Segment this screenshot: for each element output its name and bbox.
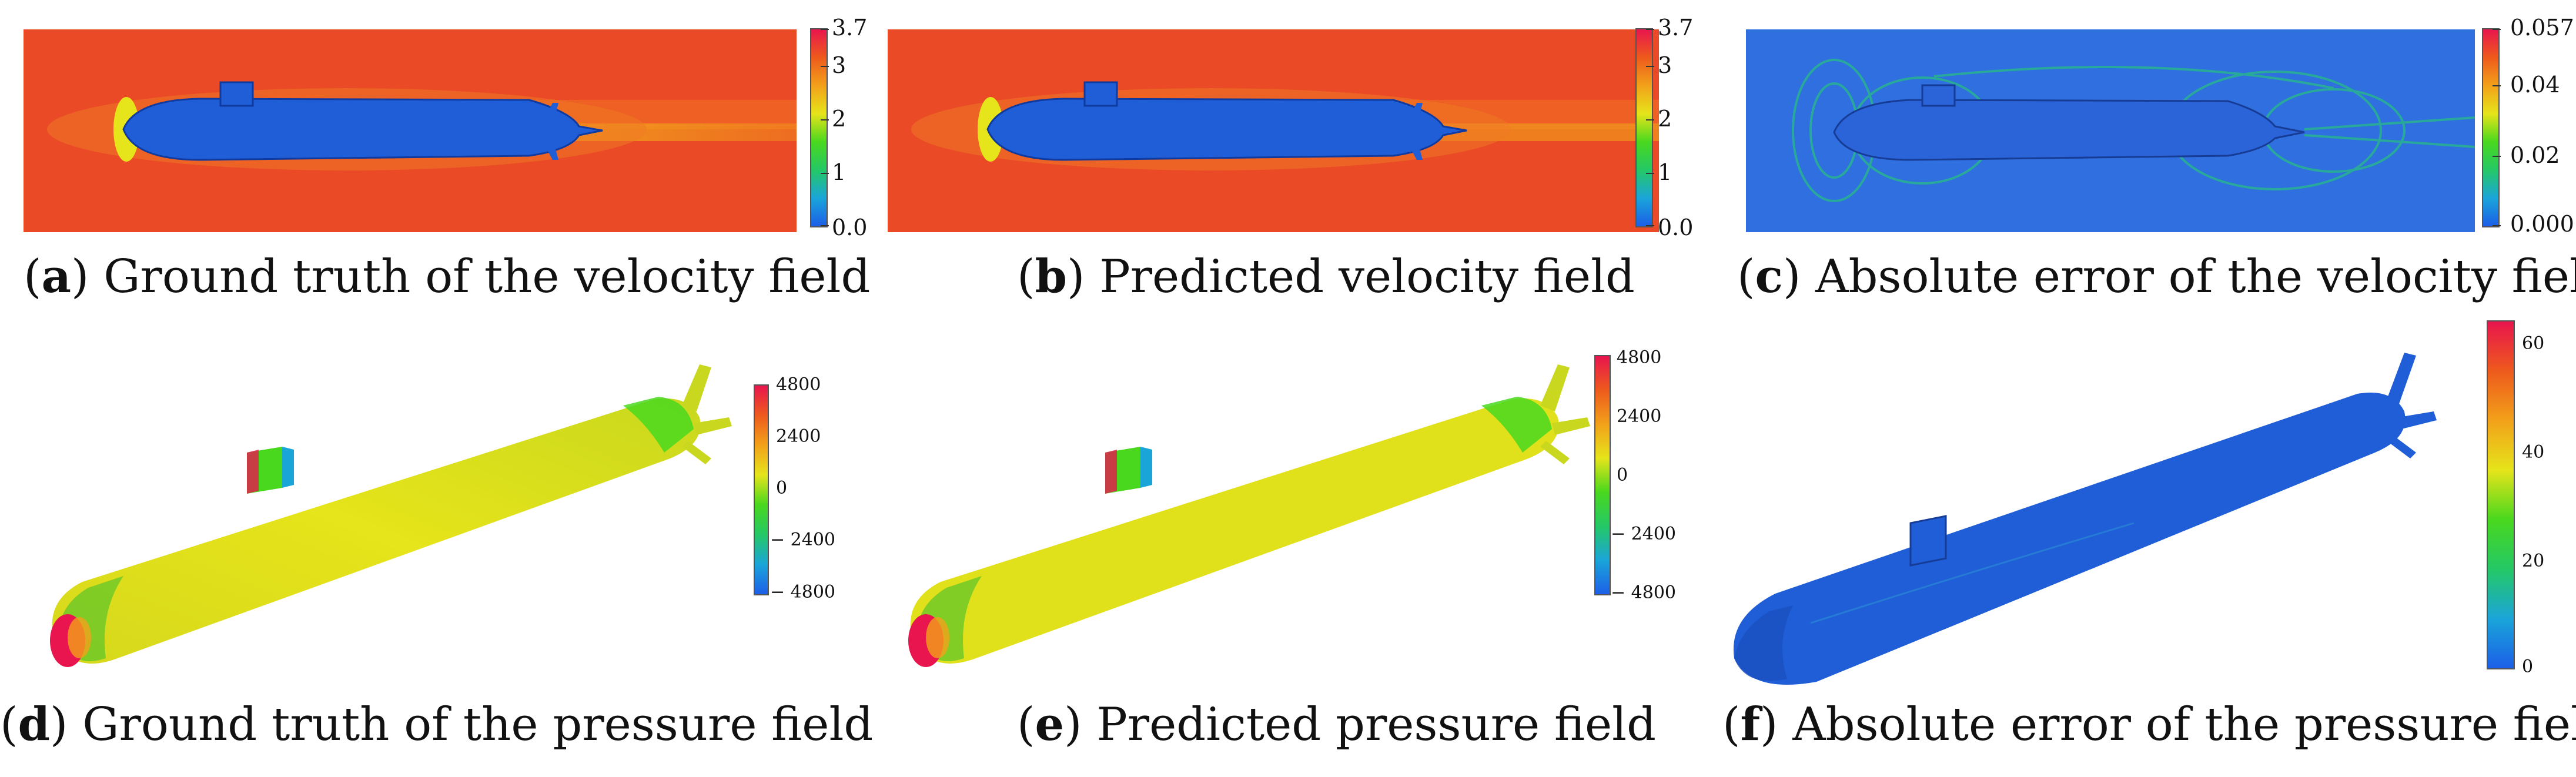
panel-b: 3.7 3 2 1 0.0 (b) Predicted velocity fie…	[852, 0, 1722, 388]
tick-mark	[821, 29, 829, 30]
caption-letter: c	[1755, 250, 1783, 303]
colorbar-tick: 2400	[776, 426, 821, 447]
caption-d: (d) Ground truth of the pressure field	[0, 698, 874, 751]
colorbar-tick: 0.0	[832, 215, 868, 240]
caption-letter: f	[1740, 698, 1760, 751]
colorbar-tick: 0	[2522, 657, 2534, 677]
colorbar-tick: 20	[2522, 551, 2545, 571]
tick-mark	[1646, 119, 1654, 120]
tick-mark	[2493, 156, 2501, 157]
tick-mark	[821, 66, 829, 67]
tick-mark	[821, 225, 829, 226]
colorbar-tick: 0	[1617, 465, 1628, 485]
tick-mark	[2493, 85, 2501, 86]
colorbar-tick: 1	[832, 159, 847, 185]
colorbar-tick: − 2400	[1611, 524, 1677, 544]
caption-b: (b) Predicted velocity field	[1017, 250, 1635, 303]
colorbar-tick: 2	[832, 106, 847, 132]
caption-a: (a) Ground truth of the velocity field	[24, 250, 871, 303]
velocity-error-image	[1746, 29, 2475, 232]
colorbar-tick: 4800	[1617, 347, 1662, 368]
colorbar-tick: 2	[1658, 106, 1672, 132]
tick-mark	[821, 173, 829, 174]
colorbar-tick: − 2400	[770, 530, 836, 550]
colorbar-tick: 0.0	[1658, 215, 1694, 240]
panel-f: 60 40 20 0 (f) Absolute error of the pre…	[1722, 320, 2576, 777]
tick-mark	[2493, 29, 2501, 30]
tick-mark	[2493, 225, 2501, 226]
panel-c: 0.057 0.04 0.02 0.000 (c) Absolute error…	[1722, 0, 2576, 388]
colorbar-tick: 0.000	[2510, 211, 2574, 237]
panel-a: 3.7 3 2 1 0.0 (a) Ground truth of the ve…	[0, 0, 870, 388]
tick-mark	[1646, 29, 1654, 30]
panel-e: 4800 2400 0 − 2400 − 4800 (e) Predicted …	[852, 329, 1722, 777]
colorbar-tick: 2400	[1617, 406, 1662, 427]
pressure-error-colorbar	[2487, 320, 2515, 669]
caption-text: Predicted pressure field	[1096, 698, 1657, 751]
caption-letter: a	[41, 250, 71, 303]
colorbar-tick: 4800	[776, 374, 821, 395]
pressure-colorbar-d	[754, 384, 769, 595]
caption-text: Ground truth of the velocity field	[103, 250, 871, 303]
colorbar-tick: 3.7	[1658, 15, 1694, 41]
colorbar-tick: − 4800	[1611, 582, 1677, 603]
panel-d: 4800 2400 0 − 2400 − 4800 (d) Ground tru…	[0, 329, 873, 777]
pressure-ground-truth-image	[35, 341, 741, 694]
velocity-ground-truth-image	[24, 29, 797, 232]
pressure-predicted-image	[894, 341, 1599, 694]
caption-text: Predicted velocity field	[1099, 250, 1635, 303]
caption-text: Ground truth of the pressure field	[82, 698, 874, 751]
tick-mark	[1646, 66, 1654, 67]
colorbar-tick: 40	[2522, 442, 2545, 463]
colorbar-tick: 1	[1658, 159, 1672, 185]
colorbar-tick: 0	[776, 478, 788, 498]
pressure-colorbar-e	[1594, 355, 1611, 595]
colorbar-tick: 0.057	[2510, 15, 2574, 41]
caption-letter: d	[18, 698, 50, 751]
caption-text: Absolute error of the velocity field	[1815, 250, 2576, 303]
caption-f: (f) Absolute error of the pressure field	[1722, 698, 2576, 751]
colorbar-tick: 60	[2522, 333, 2545, 354]
caption-c: (c) Absolute error of the velocity field	[1737, 250, 2576, 303]
velocity-colorbar-a	[810, 28, 828, 227]
tick-mark	[1646, 225, 1654, 226]
tick-mark	[821, 119, 829, 120]
caption-e: (e) Predicted pressure field	[1017, 698, 1657, 751]
colorbar-tick: − 4800	[770, 582, 836, 602]
pressure-error-image	[1722, 329, 2451, 694]
caption-letter: e	[1035, 698, 1065, 751]
colorbar-tick: 0.04	[2510, 72, 2560, 98]
colorbar-tick: 3	[832, 52, 847, 78]
velocity-error-colorbar	[2482, 28, 2500, 227]
velocity-predicted-image	[888, 29, 1659, 232]
caption-letter: b	[1035, 250, 1067, 303]
caption-text: Absolute error of the pressure field	[1792, 698, 2576, 751]
tick-mark	[1646, 173, 1654, 174]
colorbar-tick: 3	[1658, 52, 1672, 78]
colorbar-tick: 3.7	[832, 15, 868, 41]
velocity-colorbar-b	[1635, 28, 1653, 227]
colorbar-tick: 0.02	[2510, 142, 2560, 168]
